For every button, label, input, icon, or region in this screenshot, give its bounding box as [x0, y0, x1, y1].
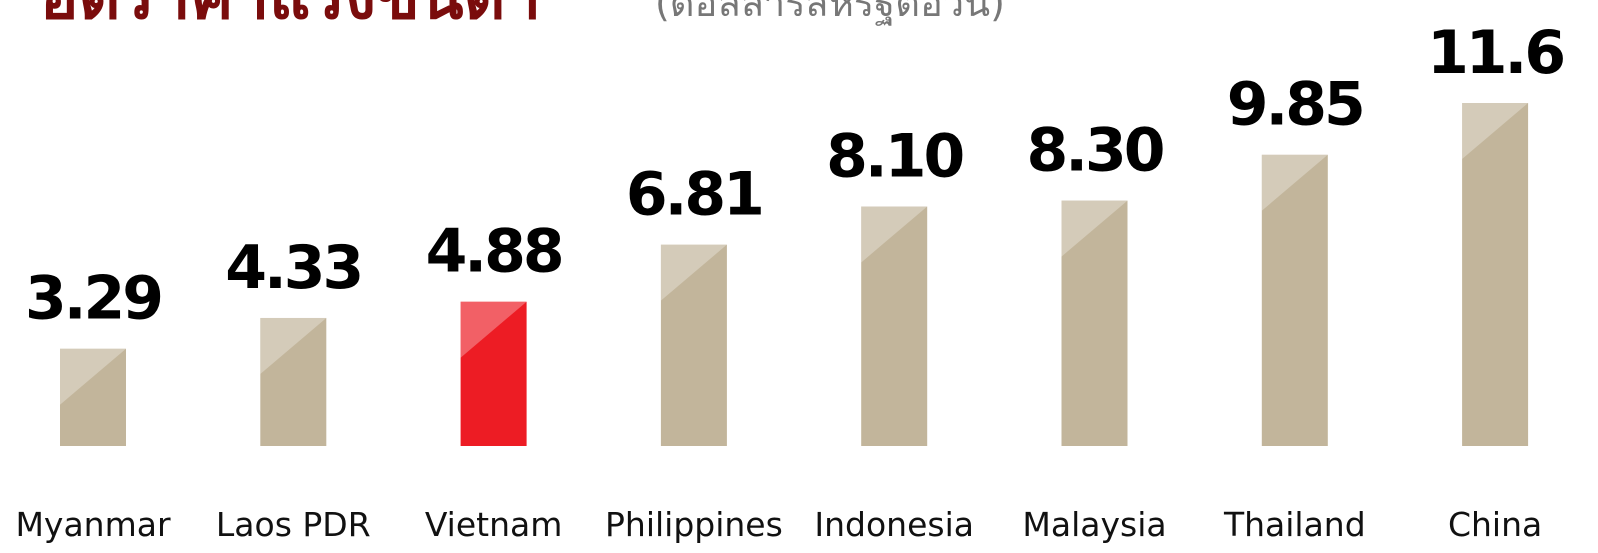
- bar: [60, 348, 126, 446]
- bar: [1061, 200, 1128, 446]
- x-tick-label: Indonesia: [814, 505, 974, 544]
- value-label: 4.33: [225, 233, 361, 303]
- x-tick-label: China: [1448, 505, 1542, 544]
- bar: [1261, 154, 1328, 446]
- value-label: 9.85: [1227, 70, 1363, 140]
- x-tick-label: Malaysia: [1022, 505, 1166, 544]
- x-tick-label: Myanmar: [15, 505, 171, 544]
- value-label: 8.10: [826, 121, 962, 191]
- bar-highlight: [260, 317, 327, 374]
- bar-highlight: [460, 301, 527, 358]
- bar-highlight: [660, 244, 727, 301]
- value-label: 4.88: [426, 217, 562, 287]
- bar: [260, 317, 327, 446]
- bar: [1462, 103, 1529, 446]
- bar: [660, 244, 727, 446]
- x-tick-label: Philippines: [605, 505, 783, 544]
- value-label: 11.6: [1427, 18, 1563, 88]
- bar-highlight: [60, 348, 126, 405]
- bar-highlight: [1261, 154, 1328, 211]
- value-label: 8.30: [1026, 116, 1162, 186]
- bar-highlight: [1061, 200, 1128, 257]
- bar-highlight: [861, 206, 928, 263]
- x-tick-label: Vietnam: [425, 505, 563, 544]
- x-tick-label: Laos PDR: [216, 505, 371, 544]
- x-tick-label: Thailand: [1223, 505, 1366, 544]
- value-label: 3.29: [25, 264, 161, 334]
- value-label: 6.81: [626, 160, 762, 230]
- bar: [460, 301, 527, 446]
- chart-title: อัตราค่าแรงขั้นต่ำ: [40, 0, 541, 34]
- bar: [861, 206, 928, 446]
- chart-subtitle: (ดอลลาร์สหรัฐต่อวัน): [655, 0, 1005, 26]
- bar-highlight: [1462, 103, 1529, 159]
